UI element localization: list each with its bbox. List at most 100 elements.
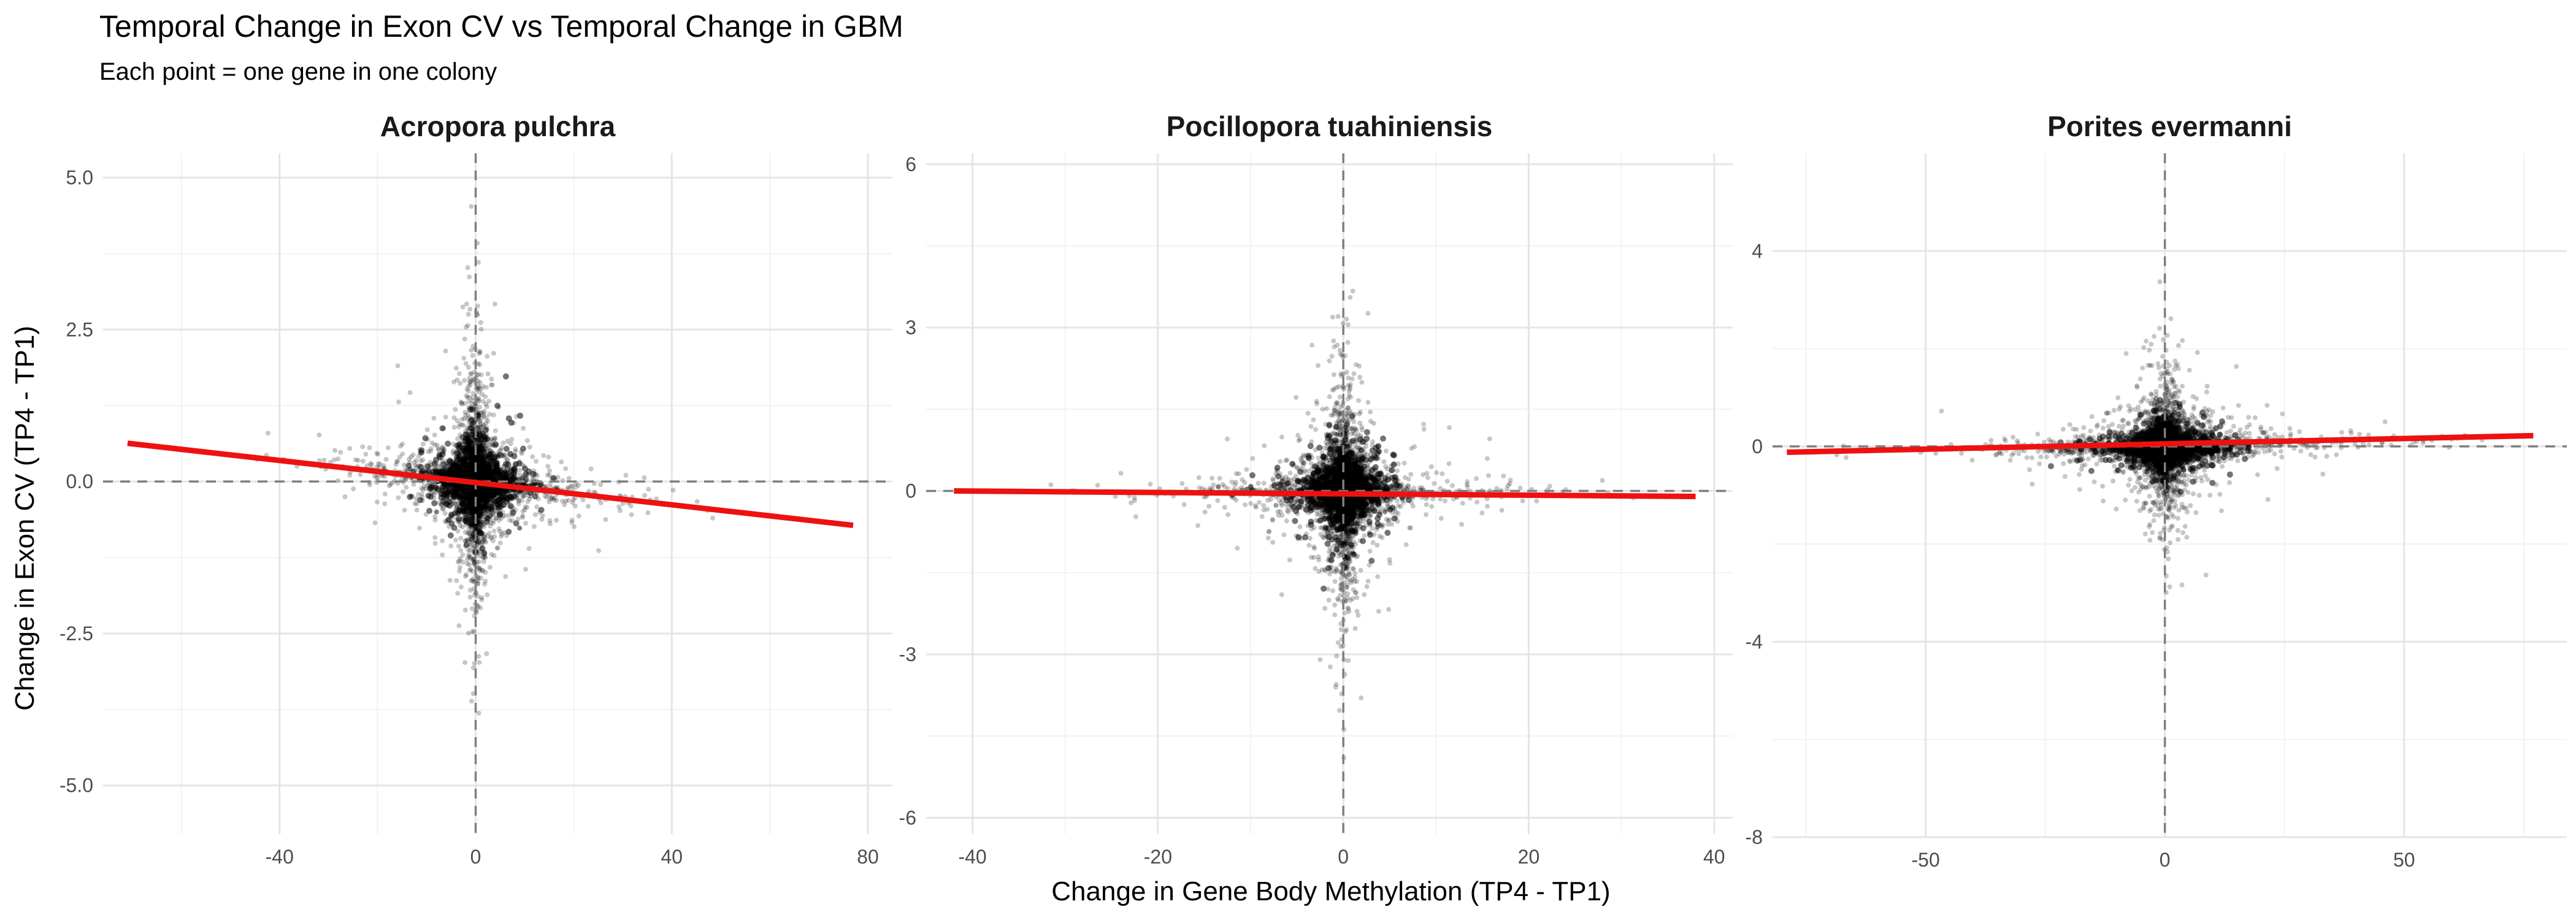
scatter-point: [386, 445, 391, 450]
scatter-point: [484, 498, 490, 504]
scatter-point: [532, 524, 537, 529]
scatter-point: [440, 446, 445, 451]
y-tick-label: -3: [899, 643, 916, 665]
scatter-point: [418, 464, 424, 470]
scatter-point: [486, 372, 491, 377]
scatter-point: [400, 451, 405, 456]
scatter-point: [332, 458, 337, 462]
scatter-point: [477, 567, 482, 572]
scatter-point: [464, 324, 469, 329]
y-tick-label: 3: [905, 316, 916, 339]
scatter-point: [428, 449, 433, 454]
scatter-point: [561, 478, 565, 483]
scatter-point: [1486, 473, 1491, 478]
x-tick-label: 40: [1703, 846, 1725, 868]
x-tick-label: 0: [470, 846, 481, 868]
scatter-point: [448, 543, 453, 548]
scatter-point: [1332, 612, 1337, 617]
scatter-point: [457, 569, 462, 573]
scatter-point: [1434, 470, 1439, 475]
scatter-point: [470, 578, 475, 583]
scatter-point: [476, 384, 481, 389]
scatter-point: [483, 570, 488, 575]
scatter-point: [499, 497, 505, 504]
scatter-point: [432, 515, 437, 519]
scatter-point: [1447, 461, 1452, 466]
scatter-point: [467, 502, 473, 508]
scatter-point: [478, 530, 485, 537]
scatter-point: [459, 470, 466, 476]
scatter-point: [1487, 437, 1492, 442]
scatter-point: [485, 354, 489, 359]
scatter-point: [469, 372, 474, 377]
scatter-point: [396, 399, 401, 404]
scatter-point: [478, 444, 484, 450]
scatter-point: [493, 441, 499, 447]
scatter-point: [480, 545, 486, 551]
scatter-point: [546, 454, 551, 459]
scatter-point: [570, 518, 575, 523]
scatter-point: [1357, 375, 1362, 380]
scatter-point: [543, 494, 548, 499]
scatter-point: [581, 497, 586, 502]
scatter-point: [1424, 512, 1428, 517]
scatter-point: [470, 402, 475, 407]
scatter-point: [316, 432, 321, 437]
scatter-point: [405, 462, 412, 469]
scatter-point: [266, 431, 270, 435]
scatter-point: [493, 466, 499, 472]
scatter-point: [421, 442, 426, 446]
scatter-point: [477, 432, 483, 439]
scatter-point: [1359, 380, 1364, 385]
scatter-point: [454, 366, 459, 370]
scatter-point: [1338, 394, 1343, 399]
scatter-point: [335, 478, 340, 483]
scatter-point: [1266, 535, 1271, 540]
scatter-point: [495, 545, 500, 550]
scatter-point: [455, 591, 460, 596]
scatter-point: [457, 371, 462, 376]
scatter-point: [548, 518, 553, 523]
scatter-point: [1371, 540, 1376, 545]
scatter-point: [520, 446, 526, 452]
scatter-point: [472, 559, 477, 564]
figure-subtitle: Each point = one gene in one colony: [99, 58, 497, 85]
scatter-point: [472, 661, 477, 666]
scatter-point: [646, 510, 651, 515]
scatter-point: [463, 431, 469, 437]
scatter-point: [489, 552, 494, 557]
scatter-point: [453, 407, 458, 412]
scatter-point: [462, 660, 467, 665]
scatter-point: [504, 446, 510, 452]
scatter-point: [559, 459, 564, 464]
scatter-point: [596, 548, 601, 553]
scatter-point: [437, 452, 443, 458]
scatter-point: [482, 582, 487, 587]
scatter-point: [470, 607, 475, 611]
scatter-point: [347, 473, 352, 478]
scatter-point: [598, 482, 603, 487]
scatter-point: [469, 493, 475, 499]
scatter-point: [322, 458, 327, 462]
scatter-point: [423, 435, 429, 442]
scatter-point: [573, 484, 578, 489]
scatter-point: [467, 450, 473, 456]
scatter-point: [467, 275, 472, 280]
scatter-point: [1203, 510, 1208, 515]
scatter-point: [466, 265, 470, 270]
scatter-point: [539, 507, 545, 513]
scatter-point: [424, 463, 431, 469]
scatter-point: [500, 440, 505, 445]
scatter-point: [440, 553, 445, 557]
scatter-point: [435, 443, 440, 448]
scatter-point: [375, 500, 380, 505]
scatter-point: [497, 512, 503, 518]
x-tick-label: 40: [661, 846, 683, 868]
scatter-point: [467, 307, 472, 312]
scatter-point: [481, 559, 486, 564]
scatter-point: [469, 699, 474, 703]
scatter-point: [402, 467, 407, 472]
scatter-point: [448, 488, 454, 494]
scatter-point: [462, 518, 469, 524]
